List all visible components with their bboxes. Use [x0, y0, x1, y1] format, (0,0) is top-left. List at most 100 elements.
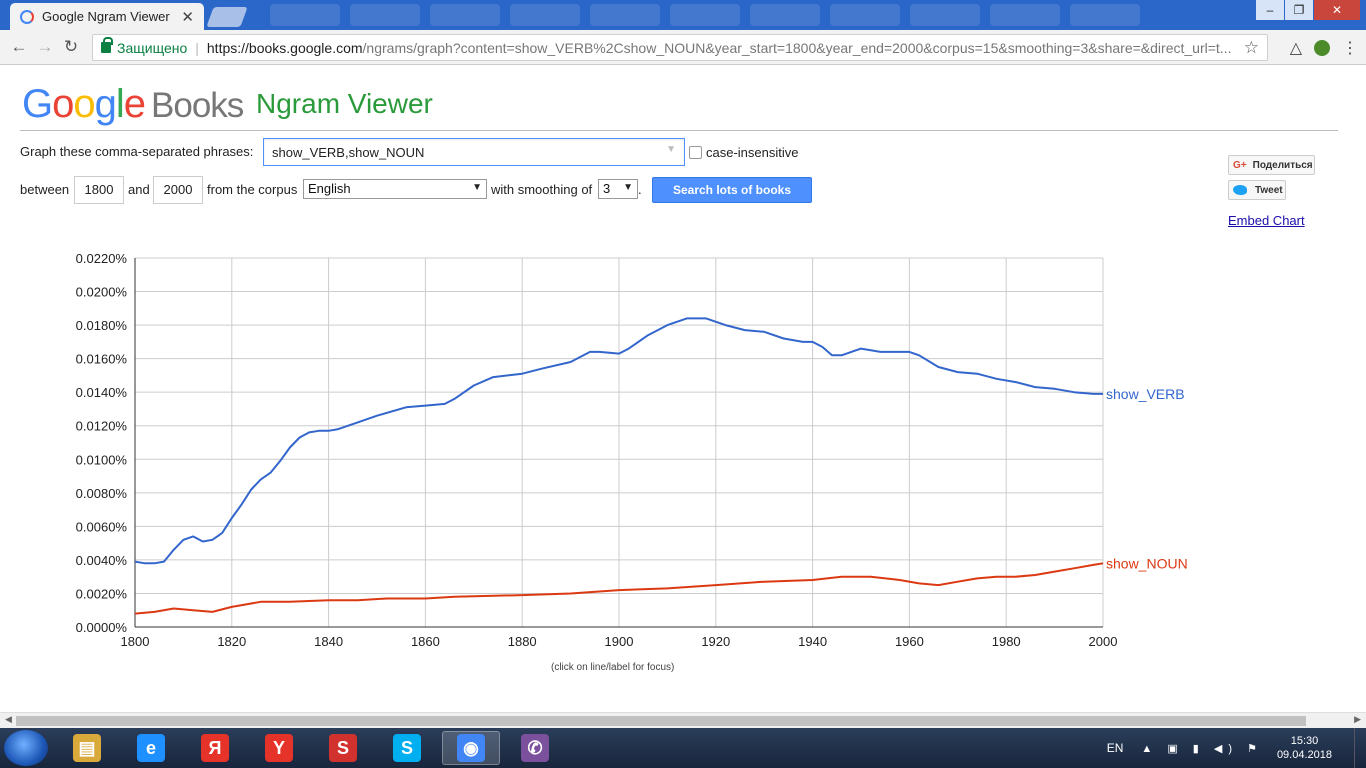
- extension-badge-icon[interactable]: [1314, 40, 1330, 56]
- search-button[interactable]: Search lots of books: [652, 177, 812, 203]
- menu-kebab-icon[interactable]: ⋮: [1342, 40, 1358, 57]
- taskbar-yandex-browser-button[interactable]: Я: [186, 731, 244, 765]
- horizontal-scrollbar[interactable]: ◀ ▶: [0, 712, 1366, 728]
- explorer-icon: ▤: [73, 734, 101, 762]
- logo-letter: l: [115, 82, 125, 126]
- background-tab[interactable]: [430, 4, 500, 26]
- back-arrow-icon[interactable]: ←: [10, 37, 28, 56]
- smoothing-select[interactable]: 3 ▼: [598, 179, 638, 199]
- chevron-down-icon: ▼: [623, 182, 633, 193]
- background-tab[interactable]: [270, 4, 340, 26]
- case-insensitive-label: case-insensitive: [706, 145, 799, 160]
- browser-toolbar: ← → ↻ Защищено | https://books.google.co…: [0, 30, 1366, 65]
- reload-icon[interactable]: ↻: [63, 37, 79, 56]
- logo-letter: G: [22, 82, 53, 126]
- ngram-chart[interactable]: 1800 1820 1840 1860 1880 1900 1920 1940 1960 1980…: [0, 0, 1366, 712]
- series-line-show_NOUN[interactable]: [134, 562, 1104, 615]
- y-tick-label: 0.0160%: [76, 352, 128, 367]
- x-tick-label: 1860: [411, 634, 440, 649]
- background-tab[interactable]: [350, 4, 420, 26]
- background-tab[interactable]: [910, 4, 980, 26]
- url-host: https://books.google.com: [206, 39, 363, 56]
- y-tick-label: 0.0220%: [76, 251, 128, 266]
- lock-icon: [101, 37, 113, 53]
- y-tick-label: 0.0120%: [76, 419, 128, 434]
- background-tab[interactable]: [510, 4, 580, 26]
- series-label-show_NOUN[interactable]: show_NOUN: [1106, 555, 1188, 571]
- start-button-icon[interactable]: [4, 730, 48, 766]
- phrases-label: Graph these comma-separated phrases:: [20, 144, 254, 159]
- forward-arrow-icon[interactable]: →: [36, 37, 54, 56]
- series-line-show_VERB[interactable]: [134, 317, 1103, 565]
- gplus-share-button[interactable]: G+ Поделиться: [1228, 155, 1315, 175]
- chevron-down-icon: ▼: [666, 144, 676, 155]
- language-indicator[interactable]: EN: [1106, 741, 1124, 755]
- header-divider: [20, 130, 1338, 131]
- x-tick-label: 1880: [508, 634, 537, 649]
- background-tab[interactable]: [750, 4, 820, 26]
- series-label-show_VERB[interactable]: show_VERB: [1106, 386, 1185, 402]
- embed-chart-link[interactable]: Embed Chart: [1228, 213, 1305, 228]
- y-tick-label: 0.0000%: [76, 620, 128, 635]
- logo-books-word: Books: [151, 86, 244, 125]
- background-tab[interactable]: [670, 4, 740, 26]
- y-tick-label: 0.0180%: [76, 318, 128, 333]
- year-start-input[interactable]: 1800: [74, 176, 124, 204]
- bookmark-star-icon[interactable]: ☆: [1243, 37, 1259, 57]
- minimize-icon[interactable]: –: [1256, 0, 1284, 20]
- corpus-select[interactable]: English ▼: [303, 179, 487, 199]
- tweet-label: Tweet: [1255, 184, 1283, 196]
- year-end-input[interactable]: 2000: [153, 176, 203, 204]
- taskbar-chrome-button[interactable]: ◉: [442, 731, 500, 765]
- x-tick-label: 1900: [605, 634, 634, 649]
- phrases-input[interactable]: show_VERB,show_NOUN ▼: [263, 138, 685, 166]
- sketchup-icon: S: [329, 734, 357, 762]
- scrollbar-thumb[interactable]: [16, 716, 1306, 726]
- phrases-value: show_VERB,show_NOUN: [272, 145, 425, 160]
- case-insensitive-checkbox[interactable]: [689, 146, 702, 159]
- clock[interactable]: 15:30 09.04.2018: [1277, 734, 1332, 762]
- omnibox-divider: |: [195, 39, 199, 56]
- extension-triangle-icon[interactable]: △: [1289, 40, 1302, 57]
- tab-close-icon[interactable]: ✕: [181, 8, 194, 26]
- tab-google-ngram-viewer[interactable]: Google Ngram Viewer ✕: [10, 3, 204, 30]
- windows-taskbar: ▤ e Я Y S S ◉ ✆ EN ▲ ▣ ▮ ◀) ⚑ 15:30 09.04.2018: [0, 728, 1366, 768]
- background-tab[interactable]: [830, 4, 900, 26]
- chrome-icon: ◉: [457, 734, 485, 762]
- tray-icons[interactable]: ▲ ▣ ▮ ◀) ⚑: [1141, 742, 1263, 755]
- corpus-label: from the corpus: [207, 182, 298, 197]
- page-title: Ngram Viewer: [256, 88, 433, 119]
- taskbar-explorer-button[interactable]: ▤: [58, 731, 116, 765]
- window-close-icon[interactable]: ✕: [1314, 0, 1360, 20]
- taskbar-viber-button[interactable]: ✆: [506, 731, 564, 765]
- tab-title: Google Ngram Viewer: [42, 9, 170, 24]
- window-controls: – ❐ ✕: [1255, 0, 1360, 20]
- address-bar[interactable]: Защищено | https://books.google.com/ngra…: [92, 34, 1268, 61]
- logo-letter: o: [52, 82, 74, 126]
- taskbar-sketchup-button[interactable]: S: [314, 731, 372, 765]
- google-books-logo[interactable]: Google Books: [22, 82, 244, 127]
- show-desktop-button[interactable]: [1354, 728, 1366, 768]
- background-tab[interactable]: [1070, 4, 1140, 26]
- tweet-button[interactable]: Tweet: [1228, 180, 1286, 200]
- period: .: [638, 182, 642, 197]
- logo-letter: g: [94, 82, 117, 126]
- taskbar-yandex-button[interactable]: Y: [250, 731, 308, 765]
- smoothing-label: with smoothing of: [491, 182, 593, 197]
- and-label: and: [128, 182, 150, 197]
- between-label: between: [20, 182, 70, 197]
- x-tick-label: 1940: [798, 634, 827, 649]
- chevron-down-icon: ▼: [472, 182, 482, 193]
- browser-tabstrip: Google Ngram Viewer ✕ – ❐ ✕: [0, 0, 1366, 30]
- taskbar-skype-button[interactable]: S: [378, 731, 436, 765]
- logo-letter: o: [73, 82, 95, 126]
- x-tick-label: 1960: [895, 634, 924, 649]
- yandex-browser-icon: Я: [201, 734, 229, 762]
- scroll-right-arrow-icon[interactable]: ▶: [1354, 714, 1361, 724]
- background-tab[interactable]: [590, 4, 660, 26]
- ie-icon: e: [137, 734, 165, 762]
- scroll-left-arrow-icon[interactable]: ◀: [5, 714, 12, 724]
- background-tab[interactable]: [990, 4, 1060, 26]
- maximize-icon[interactable]: ❐: [1285, 0, 1313, 20]
- taskbar-ie-button[interactable]: e: [122, 731, 180, 765]
